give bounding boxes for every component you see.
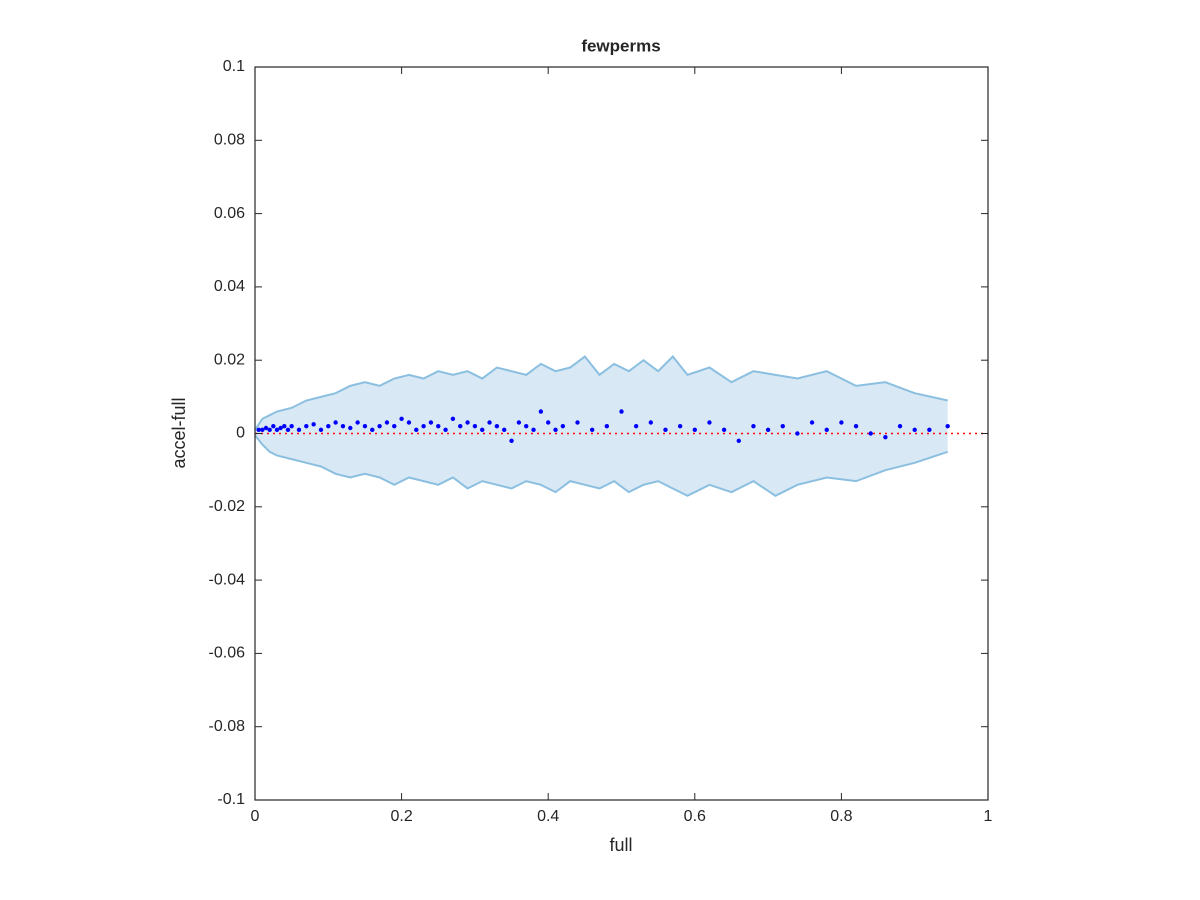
point <box>362 423 368 429</box>
point <box>560 423 566 429</box>
point <box>575 420 580 425</box>
band-area <box>255 356 948 496</box>
point <box>443 427 448 433</box>
point <box>289 423 294 429</box>
point <box>274 427 280 433</box>
point <box>945 423 950 429</box>
point <box>839 420 844 425</box>
point <box>663 427 668 433</box>
y-tick-label: -0.04 <box>209 571 246 588</box>
point <box>633 423 639 429</box>
point <box>278 425 283 431</box>
point <box>648 420 654 425</box>
point <box>340 423 346 429</box>
band-lower <box>254 434 949 497</box>
x-tick-label: 1 <box>984 808 993 825</box>
point <box>677 423 683 429</box>
point <box>897 423 903 429</box>
point <box>692 427 697 433</box>
y-tick-label: 0.02 <box>214 351 245 368</box>
y-tick-label: 0.08 <box>214 132 245 149</box>
point <box>853 423 859 429</box>
point <box>256 427 261 433</box>
x-tick-label: 0.4 <box>537 808 559 825</box>
point <box>263 425 269 431</box>
y-axis-label: accel-full <box>169 397 189 468</box>
point <box>795 431 800 436</box>
x-tick-label: 0 <box>251 808 260 825</box>
point <box>370 427 375 433</box>
point <box>285 427 291 433</box>
y-tick-label: -0.1 <box>217 791 245 808</box>
point <box>282 423 287 429</box>
point <box>509 438 514 444</box>
point <box>809 420 815 425</box>
point <box>450 416 456 422</box>
point <box>333 420 338 425</box>
chart-title: fewperms <box>581 36 660 55</box>
point <box>348 425 353 431</box>
point <box>546 420 551 425</box>
point <box>553 427 558 433</box>
point <box>326 423 331 429</box>
point <box>780 423 785 429</box>
point <box>707 420 712 425</box>
point <box>304 423 309 429</box>
point <box>721 427 727 433</box>
point <box>384 420 390 425</box>
point <box>494 423 500 429</box>
point <box>399 416 404 422</box>
point <box>296 427 302 433</box>
point <box>619 409 624 414</box>
y-tick-label: -0.02 <box>209 498 246 515</box>
y-tick-label: 0 <box>236 425 245 442</box>
point <box>465 420 470 425</box>
band-upper <box>254 355 948 431</box>
point <box>751 423 756 429</box>
point <box>472 423 478 429</box>
point <box>589 427 595 433</box>
point <box>480 427 485 433</box>
x-tick-label: 0.6 <box>684 808 706 825</box>
point <box>883 434 888 440</box>
point <box>414 427 419 433</box>
point <box>736 438 741 444</box>
point <box>267 427 272 433</box>
y-tick-label: 0.06 <box>214 205 245 222</box>
point <box>406 420 412 425</box>
point <box>311 422 316 427</box>
x-tick-label: 0.8 <box>830 808 852 825</box>
y-tick-label: -0.08 <box>209 718 246 735</box>
x-axis-label: full <box>609 835 632 855</box>
point <box>487 420 492 425</box>
point <box>502 427 507 433</box>
point <box>421 423 426 429</box>
point <box>355 420 360 425</box>
y-tick-label: 0.04 <box>214 278 245 295</box>
point <box>912 427 917 433</box>
point <box>538 409 544 414</box>
point <box>604 423 610 429</box>
point <box>271 423 276 429</box>
point <box>516 420 522 425</box>
point <box>927 427 932 433</box>
point <box>458 423 463 429</box>
point <box>318 427 324 433</box>
point <box>428 420 434 425</box>
point <box>377 423 382 429</box>
point <box>436 423 441 429</box>
point <box>765 427 771 433</box>
point <box>824 427 829 433</box>
x-tick-label: 0.2 <box>390 808 412 825</box>
point <box>531 427 536 433</box>
y-tick-label: -0.06 <box>209 645 246 662</box>
point <box>868 431 873 436</box>
y-tick-label: 0.1 <box>223 58 245 75</box>
point <box>260 427 265 433</box>
point <box>392 423 397 429</box>
point <box>524 423 529 429</box>
